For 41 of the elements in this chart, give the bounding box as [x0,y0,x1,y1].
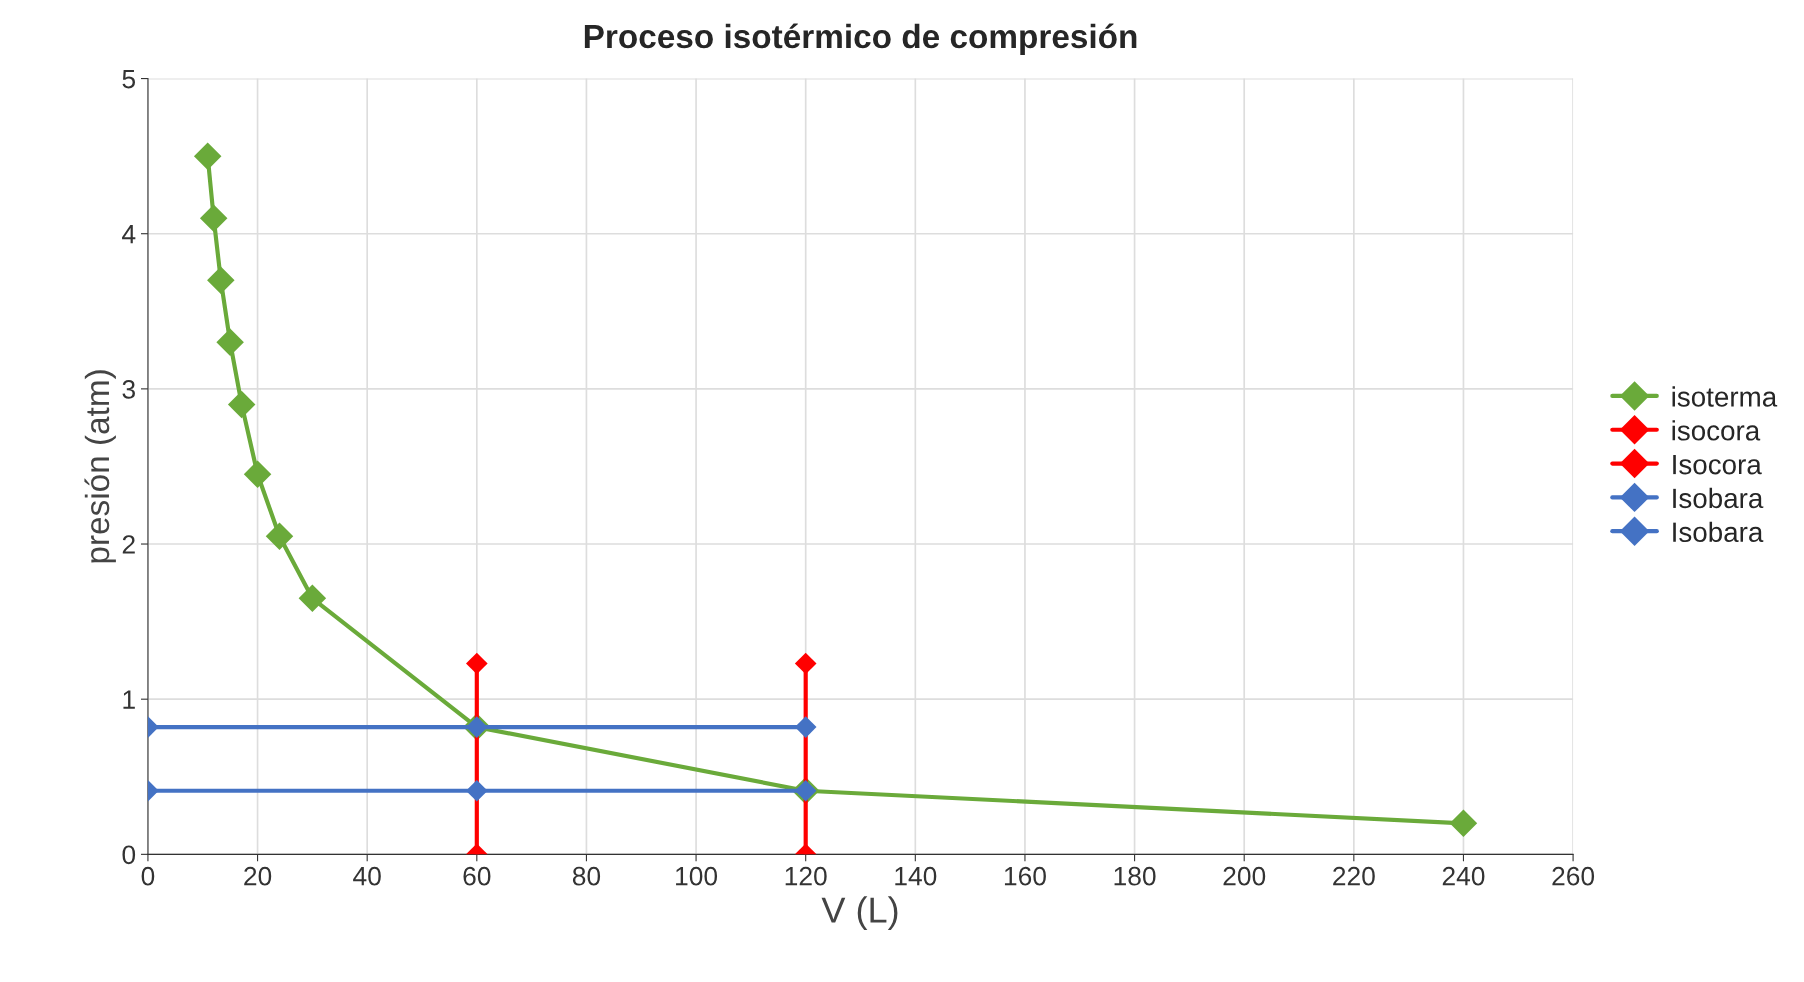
x-tick-label: 240 [1442,866,1485,886]
chart-title: Proceso isotérmico de compresión [584,23,1137,55]
point [794,716,817,738]
point [216,328,244,357]
y-tick-label: 5 [122,69,136,89]
legend-label: Isobara [1673,521,1764,543]
point [243,460,272,488]
x-tick-label: 200 [1223,866,1266,886]
point [794,652,817,675]
point [227,390,256,419]
legend-label: Isocora [1673,455,1762,475]
y-tick-label: 3 [122,380,135,399]
x-tick-label: 40 [353,866,381,886]
y-axis-title: presión (atm) [84,370,116,563]
x-tick-label: 60 [463,866,491,886]
point [466,652,488,675]
x-tick-label: 0 [141,866,155,886]
y-tick-label: 2 [122,535,135,554]
point [199,204,228,232]
point [298,584,327,613]
x-tick-label: 260 [1552,866,1595,886]
point [265,522,294,551]
x-axis-title: V (L) [821,896,898,930]
x-tick-label: 140 [895,866,937,886]
x-tick-label: 120 [785,866,827,886]
x-tick-label: 160 [1004,866,1046,886]
x-tick-label: 180 [1114,866,1156,886]
point [1449,809,1478,838]
x-tick-label: 80 [572,866,601,886]
x-tick-label: 100 [676,866,718,886]
point [207,266,235,295]
legend-label: Isobara [1673,487,1764,509]
point [193,142,222,170]
point [466,779,488,802]
y-tick-label: 0 [122,845,136,865]
legend-label: isocora [1672,420,1761,441]
legend-label: isoterma [1672,386,1778,407]
y-tick-label: 4 [122,225,136,244]
x-tick-label: 20 [244,866,272,886]
x-tick-label: 220 [1333,866,1375,886]
y-tick-label: 1 [123,690,135,709]
